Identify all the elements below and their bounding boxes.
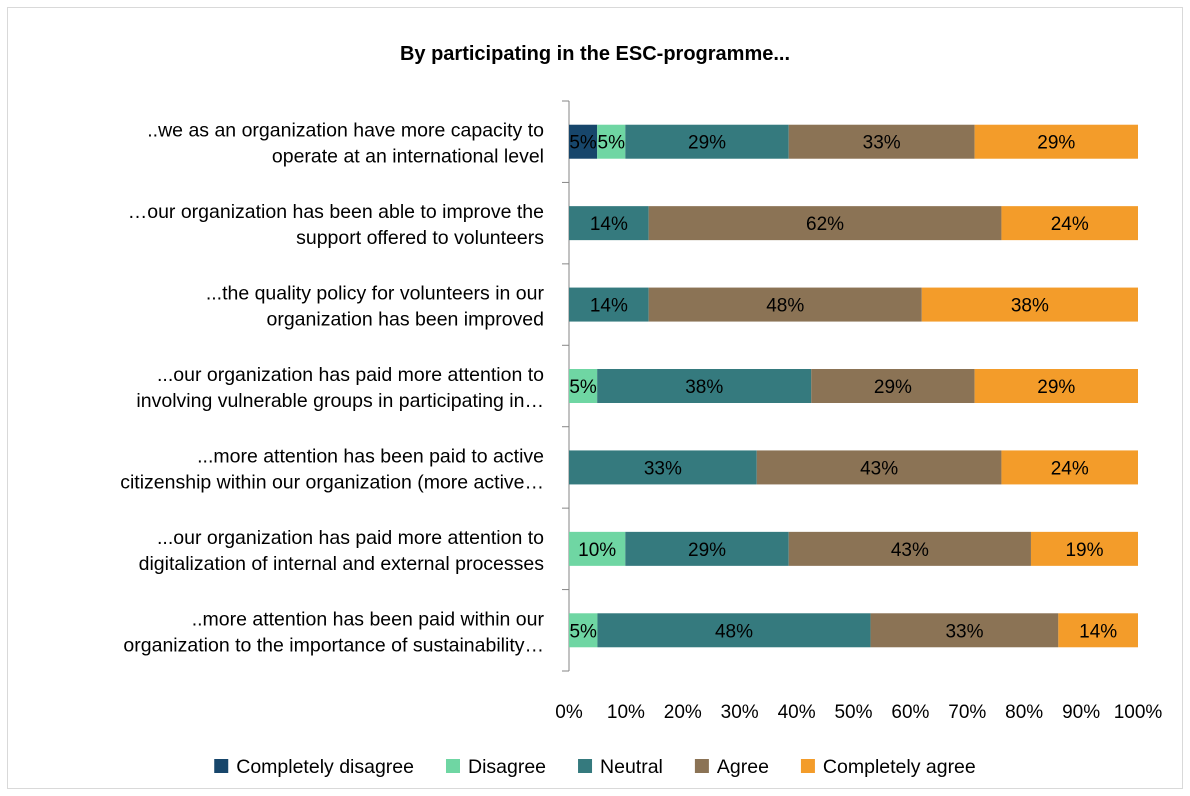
bar-segment-disagree — [569, 613, 598, 648]
bar-segment-disagree — [569, 369, 598, 403]
data-label: 33% — [945, 621, 983, 642]
legend-label: Disagree — [468, 756, 546, 778]
data-label: 29% — [874, 377, 912, 398]
bar-segment-agree — [788, 531, 1031, 566]
x-tick-label: 100% — [1114, 702, 1163, 723]
data-label: 29% — [688, 133, 726, 154]
legend-swatch — [214, 759, 229, 773]
data-label: 33% — [863, 133, 901, 154]
legend-label: Agree — [717, 756, 769, 778]
category-label: ..we as an organization have more capaci… — [147, 120, 544, 168]
category-label-line: ...the quality policy for volunteers in … — [206, 283, 545, 305]
data-label: 5% — [569, 133, 597, 154]
chart-title: By participating in the ESC-programme... — [400, 43, 790, 65]
bar-segment-completely-agree — [974, 369, 1138, 403]
category-label-line: ...our organization has paid more attent… — [157, 364, 544, 386]
bar-segment-agree — [811, 369, 975, 403]
data-label: 19% — [1065, 540, 1103, 561]
category-label-line: organization to the importance of sustai… — [123, 634, 544, 656]
data-label: 48% — [766, 296, 804, 317]
data-label: 24% — [1051, 458, 1089, 479]
bar-segment-agree — [756, 450, 1002, 485]
category-label-line: digitalization of internal and external … — [139, 553, 545, 575]
x-tick-label: 70% — [948, 702, 986, 723]
data-label: 14% — [590, 296, 628, 317]
data-label: 43% — [891, 540, 929, 561]
bar-segment-completely-agree — [974, 124, 1138, 159]
bar-segment-neutral — [569, 450, 757, 485]
bar-segment-completely-disagree — [569, 124, 598, 159]
category-label-line: …our organization has been able to impro… — [128, 201, 544, 223]
category-label: ...our organization has paid more attent… — [139, 527, 545, 575]
data-label: 24% — [1051, 214, 1089, 235]
legend-label: Neutral — [600, 756, 663, 778]
data-label: 33% — [644, 458, 682, 479]
x-tick-label: 90% — [1062, 702, 1100, 723]
category-label-line: ..we as an organization have more capaci… — [147, 120, 544, 142]
bar-segment-disagree — [569, 531, 626, 566]
legend-swatch — [694, 759, 709, 773]
x-tick-label: 50% — [834, 702, 872, 723]
x-tick-label: 60% — [891, 702, 929, 723]
bar-segment-neutral — [597, 369, 812, 403]
category-label-line: ...more attention has been paid to activ… — [197, 445, 544, 467]
data-label: 14% — [590, 214, 628, 235]
x-tick-label: 10% — [607, 702, 645, 723]
data-label: 5% — [569, 377, 597, 398]
x-tick-label: 20% — [664, 702, 702, 723]
category-label-line: citizenship within our organization (mor… — [120, 471, 544, 493]
x-tick-label: 0% — [555, 702, 583, 723]
x-tick-label: 40% — [778, 702, 816, 723]
bar-segment-neutral — [569, 206, 649, 241]
data-label: 48% — [715, 621, 753, 642]
legend-swatch — [578, 759, 593, 773]
bar-segment-completely-agree — [1030, 531, 1138, 566]
bar-segment-neutral — [569, 287, 649, 322]
data-label: 62% — [806, 214, 844, 235]
bar-segment-agree — [788, 124, 975, 159]
legend-swatch — [800, 759, 815, 773]
category-label-line: involving vulnerable groups in participa… — [136, 390, 544, 412]
legend-label: Completely disagree — [236, 756, 414, 778]
x-tick-label: 30% — [721, 702, 759, 723]
bar-segment-completely-agree — [1001, 450, 1138, 485]
category-label: …our organization has been able to impro… — [128, 201, 545, 249]
x-tick-label: 80% — [1005, 702, 1043, 723]
data-label: 14% — [1079, 621, 1117, 642]
legend-swatch — [445, 759, 460, 773]
bar-segment-neutral — [625, 531, 789, 566]
bar-segment-neutral — [625, 124, 789, 159]
category-label-line: organization has been improved — [266, 309, 544, 331]
bar-segment-agree — [648, 206, 1002, 241]
category-label: ...more attention has been paid to activ… — [120, 445, 544, 493]
category-label: ..more attention has been paid within ou… — [123, 608, 544, 656]
category-label-line: operate at an international level — [272, 146, 544, 168]
bar-segment-completely-agree — [1058, 613, 1138, 648]
data-label: 38% — [1011, 296, 1049, 317]
bar-segment-disagree — [597, 124, 626, 159]
category-label-line: ..more attention has been paid within ou… — [192, 608, 545, 630]
legend-label: Completely agree — [823, 756, 976, 778]
bar-segment-agree — [648, 287, 922, 322]
bar-segment-neutral — [597, 613, 871, 648]
data-label: 29% — [1037, 377, 1075, 398]
data-label: 5% — [569, 621, 597, 642]
category-label: ...our organization has paid more attent… — [136, 364, 544, 412]
bar-segment-completely-agree — [1001, 206, 1138, 241]
bar-segment-agree — [870, 613, 1059, 648]
category-label: ...the quality policy for volunteers in … — [206, 283, 545, 331]
category-label-line: ...our organization has paid more attent… — [157, 527, 544, 549]
category-label-line: support offered to volunteers — [296, 227, 544, 249]
data-label: 5% — [598, 133, 626, 154]
data-label: 10% — [578, 540, 616, 561]
bar-segment-completely-agree — [921, 287, 1138, 322]
data-label: 29% — [1037, 133, 1075, 154]
data-label: 38% — [685, 377, 723, 398]
data-label: 29% — [688, 540, 726, 561]
data-label: 43% — [860, 458, 898, 479]
